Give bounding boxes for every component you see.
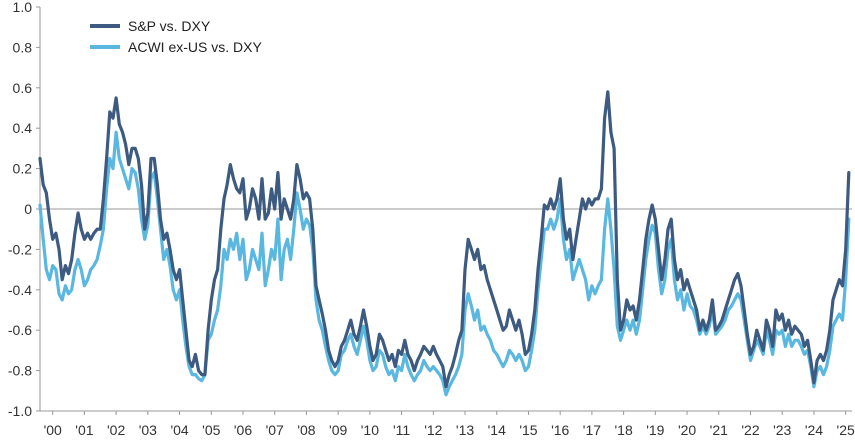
- x-tick-label: '16: [551, 422, 569, 438]
- y-tick-label: 0.4: [13, 120, 33, 136]
- y-tick-label: 0.8: [13, 39, 33, 55]
- legend-label-acwi: ACWI ex-US vs. DXY: [128, 39, 262, 55]
- x-tick-label: '20: [678, 422, 696, 438]
- x-tick-label: '10: [361, 422, 379, 438]
- series-line-s-and-p: [38, 90, 851, 389]
- x-tick-label: '05: [202, 422, 220, 438]
- x-tick-label: '17: [583, 422, 601, 438]
- y-tick-label: -0.6: [8, 322, 32, 338]
- x-tick-label: '07: [266, 422, 284, 438]
- x-tick-label: '00: [44, 422, 62, 438]
- x-tick-label: '01: [75, 422, 93, 438]
- legend-label-s-and-p: S&P vs. DXY: [128, 18, 211, 34]
- legend: S&P vs. DXY ACWI ex-US vs. DXY: [90, 18, 262, 55]
- x-tick-label: '02: [107, 422, 125, 438]
- x-tick-label: '15: [519, 422, 537, 438]
- x-tick-label: '18: [615, 422, 633, 438]
- y-tick-label: -0.2: [8, 241, 32, 257]
- x-tick-label: '25: [837, 422, 855, 438]
- x-tick-label: '22: [741, 422, 759, 438]
- y-tick-label: -1.0: [8, 403, 32, 419]
- x-tick-label: '11: [393, 422, 410, 438]
- x-tick-label: '13: [456, 422, 474, 438]
- series-group: [38, 90, 851, 397]
- plot-area: 1.0 0.8 0.6 0.4 0.2 0 -0.2 -0.4 -0.6 -0.8 -1.0 '00 '…: [8, 0, 855, 438]
- x-tick-label: '12: [424, 422, 442, 438]
- y-tick-label: 0.6: [13, 80, 33, 96]
- x-tick-label: '04: [170, 422, 188, 438]
- y-tick-label: -0.8: [8, 363, 32, 379]
- x-tick-label: '14: [488, 422, 506, 438]
- y-tick-label: 0.2: [13, 161, 33, 177]
- x-tick-label: '23: [773, 422, 791, 438]
- x-tick-label: '24: [805, 422, 823, 438]
- x-tick-label: '21: [710, 422, 728, 438]
- x-tick-label: '19: [646, 422, 664, 438]
- y-tick-label: -0.4: [8, 282, 32, 298]
- x-tick-label: '03: [139, 422, 157, 438]
- y-tick-label: 1.0: [13, 0, 33, 15]
- x-tick-label: '06: [234, 422, 252, 438]
- x-tick-label: '09: [329, 422, 347, 438]
- series-line-acwi: [38, 130, 851, 397]
- y-tick-label: 0: [24, 201, 32, 217]
- x-tick-label: '08: [297, 422, 315, 438]
